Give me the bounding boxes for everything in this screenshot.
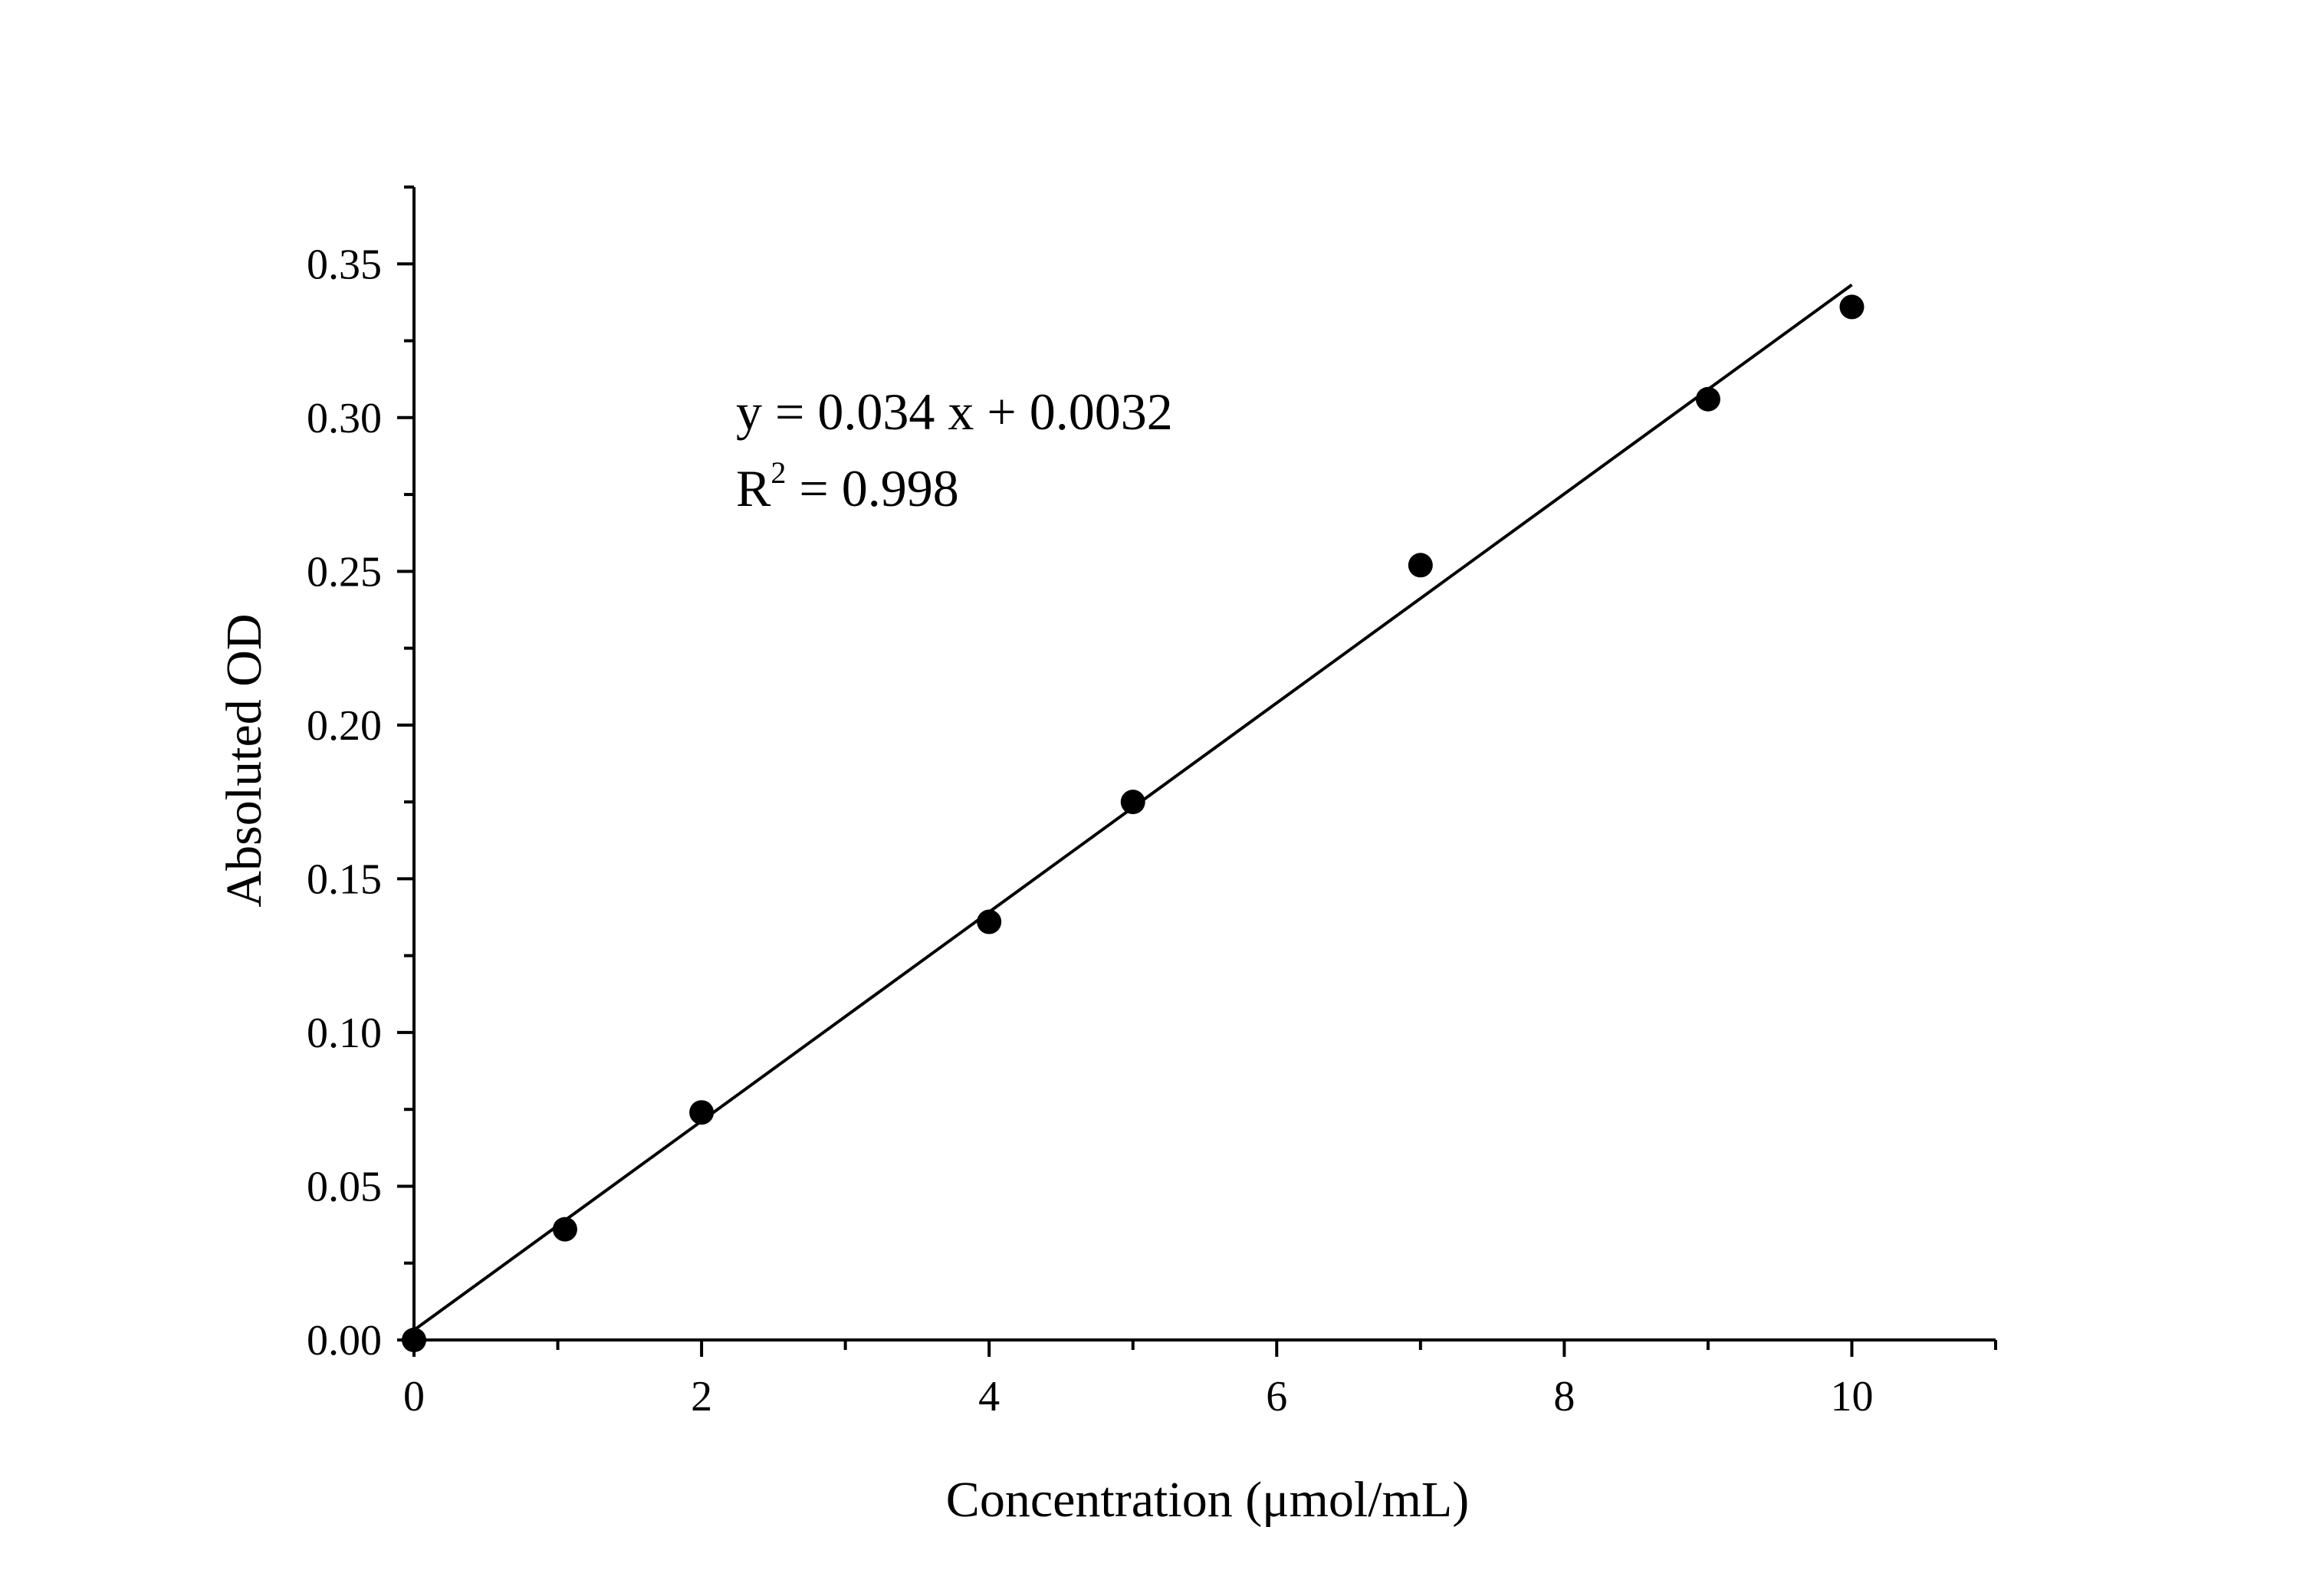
x-axis-title: Concentration (μmol/mL) [946, 1472, 1469, 1528]
x-tick-label: 8 [1553, 1373, 1575, 1420]
r2-value: = 0.998 [786, 459, 958, 517]
y-tick-label: 0.20 [307, 702, 382, 750]
data-points [402, 294, 1865, 1352]
data-point [1695, 386, 1720, 412]
data-point [1120, 790, 1145, 815]
x-tick-label: 4 [978, 1373, 1000, 1420]
x-tick-label: 6 [1266, 1373, 1287, 1420]
data-point [402, 1328, 426, 1352]
ticks: 0 2 4 6 8 10 0.00 0.05 0.10 0.15 0.20 0.25 0.30 0.35 [307, 186, 1997, 1420]
r2-base: R [736, 459, 771, 517]
x-tick-label: 0 [403, 1373, 425, 1420]
data-point [689, 1100, 715, 1125]
fit-equation: y = 0.034 x + 0.0032 [736, 383, 1173, 441]
data-point [552, 1217, 577, 1242]
y-tick-label: 0.00 [307, 1317, 382, 1364]
data-point [977, 909, 1002, 934]
axes [412, 187, 1996, 1341]
x-tick-label: 10 [1830, 1373, 1873, 1420]
y-tick-label: 0.35 [307, 241, 382, 288]
r-squared-annotation: R2 = 0.998 [736, 455, 959, 517]
y-tick-label: 0.05 [307, 1163, 382, 1210]
r2-superscript: 2 [770, 455, 786, 490]
data-point [1839, 294, 1865, 320]
y-tick-label: 0.10 [307, 1010, 382, 1057]
x-tick-label: 2 [691, 1373, 712, 1420]
y-tick-label: 0.30 [307, 395, 382, 442]
y-tick-label: 0.15 [307, 855, 382, 903]
y-tick-label: 0.25 [307, 548, 382, 596]
data-point [1408, 553, 1433, 578]
y-axis-title: Absoluted OD [216, 613, 272, 907]
